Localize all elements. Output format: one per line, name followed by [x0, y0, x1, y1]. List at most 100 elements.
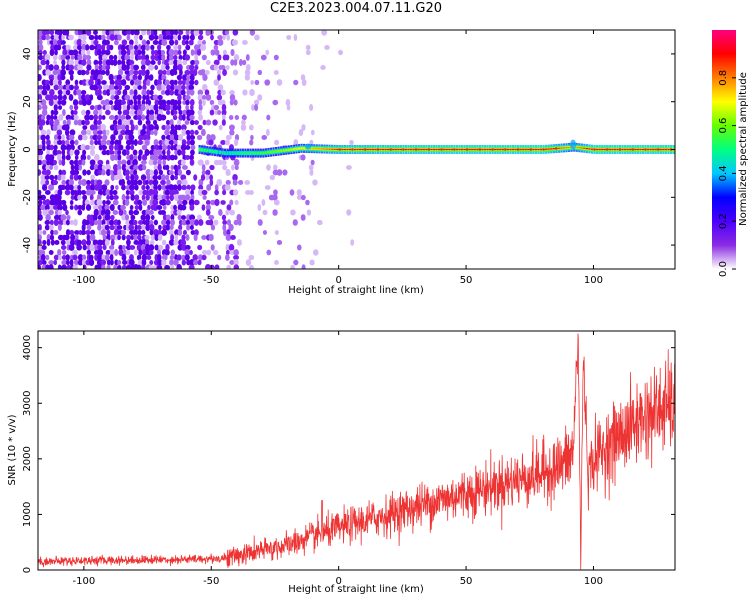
heatmap-noise-cell [202, 119, 207, 126]
heatmap-noise-cell [113, 30, 120, 36]
heatmap-noise-cell [77, 159, 83, 166]
heatmap-noise-cell [194, 59, 200, 66]
heatmap-noise-cell [122, 104, 127, 111]
heatmap-noise-cell [97, 214, 102, 221]
snr-frame [37, 330, 676, 571]
heatmap-noise-cell [109, 194, 114, 201]
heatmap-noise-cell [273, 54, 279, 61]
heatmap-noise-cell [94, 254, 99, 261]
heatmap-noise-cell [41, 245, 47, 250]
heatmap-noise-cell [189, 139, 195, 146]
heatmap-noise-cell [77, 259, 84, 266]
heatmap-noise-cell [46, 239, 51, 246]
heatmap-noise-cell [98, 59, 103, 66]
heatmap-noise-cell [134, 39, 139, 46]
heatmap-ridge-cell [590, 148, 594, 150]
heatmap-noise-cell [205, 174, 210, 181]
heatmap-noise-cell [132, 229, 139, 236]
heatmap-noise-cell [113, 169, 119, 176]
heatmap-noise-cell [133, 104, 140, 111]
heatmap-noise-cell [114, 34, 119, 41]
heatmap-noise-cell [45, 84, 51, 91]
heatmap-noise-cell [41, 89, 48, 96]
heatmap-noise-cell [93, 30, 98, 35]
heatmap-noise-cell [130, 140, 136, 145]
heatmap-noise-cell [164, 264, 170, 269]
heatmap-noise-cell [152, 198, 159, 207]
heatmap-noise-cell [232, 39, 238, 46]
heatmap-noise-cell [165, 219, 171, 226]
heatmap-ridge-cell [359, 148, 362, 151]
heatmap-y-axis-label: Frequency (Hz) [7, 111, 18, 187]
heatmap-noise-cell [262, 230, 267, 235]
heatmap-noise-cell [169, 154, 176, 161]
heatmap-noise-cell [58, 159, 63, 166]
heatmap-noise-cell [176, 124, 182, 131]
heatmap-noise-cell [177, 84, 183, 91]
heatmap-noise-cell [172, 104, 178, 111]
heatmap-noise-cell [53, 254, 59, 261]
heatmap-noise-cell [137, 140, 144, 145]
heatmap-noise-cell [134, 54, 139, 61]
heatmap-noise-cell [110, 239, 115, 246]
heatmap-noise-cell [60, 144, 67, 151]
heatmap-noise-cell [220, 65, 226, 70]
heatmap-noise-cell [149, 240, 155, 245]
heatmap-noise-cell [157, 159, 162, 166]
heatmap-noise-cell [289, 189, 295, 196]
heatmap-noise-cell [137, 49, 142, 56]
heatmap-noise-cell [174, 124, 179, 131]
heatmap-noise-cell [174, 149, 178, 156]
heatmap-noise-cell [136, 109, 143, 116]
heatmap-noise-cell [38, 93, 43, 102]
heatmap-noise-cell [69, 139, 75, 146]
heatmap-noise-cell [45, 119, 50, 126]
heatmap-noise-cell [89, 44, 96, 51]
heatmap-noise-cell [84, 94, 91, 101]
heatmap-noise-cell [242, 59, 247, 66]
heatmap-noise-cell [142, 94, 147, 101]
heatmap-noise-cell [244, 74, 251, 81]
heatmap-noise-cell [193, 234, 198, 241]
heatmap-noise-cell [182, 49, 187, 56]
heatmap-noise-cell [144, 134, 151, 141]
heatmap-noise-cell [121, 229, 127, 236]
heatmap-noise-cell [117, 59, 122, 66]
heatmap-noise-cell [112, 209, 119, 216]
heatmap-noise-cell [38, 54, 44, 61]
heatmap-ridge-cell [552, 148, 555, 150]
heatmap-ridge-cell [249, 151, 252, 155]
heatmap-noise-cell [49, 48, 55, 57]
heatmap-noise-cell [137, 119, 143, 126]
heatmap-noise-cell [149, 169, 154, 176]
heatmap-noise-cell [116, 163, 122, 172]
heatmap-noise-cell [185, 99, 190, 106]
heatmap-noise-cell [208, 139, 214, 146]
heatmap-ridge-cell [662, 148, 665, 151]
heatmap-noise-cell [106, 259, 111, 266]
heatmap-noise-cell [102, 54, 108, 61]
heatmap-noise-cell [110, 214, 115, 221]
heatmap-noise-cell [40, 174, 47, 181]
heatmap-noise-cell [140, 174, 147, 181]
heatmap-noise-cell [48, 184, 55, 191]
heatmap-ridge-cell [300, 147, 303, 149]
heatmap-noise-cell [286, 104, 291, 111]
heatmap-noise-cell [118, 128, 122, 137]
heatmap-noise-cell [109, 259, 114, 266]
heatmap-noise-cell [217, 254, 222, 261]
heatmap-ridge-cell [460, 148, 464, 151]
heatmap-noise-cell [221, 159, 227, 166]
heatmap-noise-cell [214, 198, 220, 207]
heatmap-noise-cell [201, 39, 207, 46]
heatmap-noise-cell [264, 185, 271, 190]
heatmap-noise-cell [157, 174, 162, 181]
heatmap-noise-cell [93, 119, 98, 126]
heatmap-noise-cell [129, 39, 134, 46]
heatmap-noise-cell [185, 169, 191, 176]
heatmap-noise-cell [77, 209, 83, 216]
heatmap-noise-cell [249, 30, 256, 36]
heatmap-noise-cell [109, 89, 116, 96]
heatmap-noise-cell [69, 205, 74, 210]
heatmap-noise-cell [40, 129, 47, 136]
